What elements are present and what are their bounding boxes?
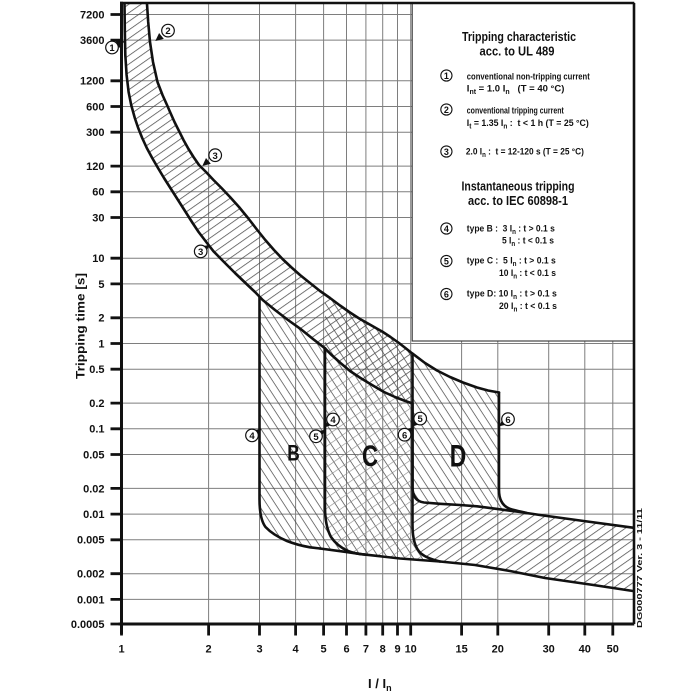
svg-text:600: 600 [86, 101, 104, 113]
svg-text:Int = 1.0 In (T = 40 °C): Int = 1.0 In (T = 40 °C) [467, 83, 565, 96]
svg-text:1: 1 [444, 71, 449, 81]
svg-text:Tripping time [s]: Tripping time [s] [74, 273, 88, 379]
svg-text:7: 7 [363, 644, 369, 656]
svg-text:0.001: 0.001 [77, 594, 105, 606]
svg-text:4: 4 [444, 224, 449, 234]
svg-text:4: 4 [330, 415, 336, 426]
svg-text:300: 300 [86, 127, 104, 139]
svg-text:5: 5 [418, 414, 424, 425]
svg-text:D: D [450, 437, 467, 473]
svg-text:30: 30 [92, 212, 104, 224]
svg-text:9: 9 [394, 644, 400, 656]
svg-text:C: C [362, 440, 378, 473]
svg-text:5: 5 [321, 644, 327, 656]
svg-text:0.002: 0.002 [77, 569, 105, 581]
svg-text:3600: 3600 [80, 35, 104, 47]
svg-text:2: 2 [165, 26, 170, 37]
svg-text:2: 2 [444, 105, 449, 115]
svg-text:B: B [287, 441, 300, 466]
svg-text:type C : 5 In : t > 0.1 s: type C : 5 In : t > 0.1 s [467, 256, 556, 269]
svg-text:7200: 7200 [80, 9, 104, 21]
svg-text:0.02: 0.02 [83, 483, 104, 495]
svg-text:3: 3 [198, 247, 203, 258]
svg-text:10 In : t < 0.1 s: 10 In : t < 0.1 s [499, 268, 556, 281]
svg-text:0.005: 0.005 [77, 535, 105, 547]
svg-text:acc. to UL 489: acc. to UL 489 [480, 44, 555, 59]
svg-text:120: 120 [86, 161, 104, 173]
svg-text:0.0005: 0.0005 [71, 619, 105, 631]
svg-text:30: 30 [543, 644, 555, 656]
svg-text:0.1: 0.1 [89, 424, 104, 436]
svg-text:2: 2 [206, 644, 212, 656]
svg-text:0.2: 0.2 [89, 398, 104, 410]
svg-text:4: 4 [249, 431, 255, 442]
svg-text:1: 1 [98, 338, 104, 350]
svg-text:0.5: 0.5 [89, 364, 104, 376]
svg-text:type B : 3 In : t > 0.1 s: type B : 3 In : t > 0.1 s [467, 223, 555, 236]
svg-text:conventional tripping current: conventional tripping current [467, 106, 565, 117]
svg-text:5: 5 [98, 279, 104, 291]
svg-text:6: 6 [444, 289, 449, 299]
svg-text:15: 15 [455, 644, 467, 656]
svg-text:10: 10 [405, 644, 417, 656]
svg-text:0.05: 0.05 [83, 449, 104, 461]
svg-text:I / In: I / In [368, 676, 392, 693]
svg-text:40: 40 [579, 644, 591, 656]
svg-text:type D: 10 In : t > 0.1 s: type D: 10 In : t > 0.1 s [467, 289, 557, 302]
svg-text:conventional non-tripping curr: conventional non-tripping current [467, 71, 591, 82]
svg-text:20 In : t < 0.1 s: 20 In : t < 0.1 s [499, 301, 557, 314]
svg-text:2.0 In : t = 12-120 s (T = 25: 2.0 In : t = 12-120 s (T = 25 °C) [466, 147, 584, 160]
svg-text:20: 20 [492, 644, 504, 656]
svg-text:5 In : t < 0.1 s: 5 In : t < 0.1 s [502, 236, 554, 249]
svg-text:3: 3 [256, 644, 262, 656]
svg-text:acc. to IEC 60898-1: acc. to IEC 60898-1 [468, 193, 568, 208]
svg-text:It = 1.35 In : t < 1 h (T = 2: It = 1.35 In : t < 1 h (T = 25 °C) [467, 118, 589, 131]
svg-text:2: 2 [98, 313, 104, 325]
svg-text:DG000777 Ver. 3 - 11/11: DG000777 Ver. 3 - 11/11 [635, 508, 644, 628]
svg-text:3: 3 [213, 151, 218, 162]
svg-text:0.01: 0.01 [83, 509, 104, 521]
svg-text:5: 5 [313, 432, 319, 443]
svg-text:6: 6 [343, 644, 349, 656]
svg-text:1: 1 [109, 43, 115, 54]
svg-text:8: 8 [380, 644, 386, 656]
svg-text:1: 1 [118, 644, 124, 656]
svg-text:1200: 1200 [80, 76, 104, 88]
svg-text:60: 60 [92, 187, 104, 199]
svg-text:10: 10 [92, 253, 104, 265]
svg-text:50: 50 [607, 644, 619, 656]
svg-text:Tripping characteristic: Tripping characteristic [462, 29, 576, 44]
svg-text:6: 6 [402, 430, 407, 441]
svg-text:3: 3 [444, 147, 449, 157]
svg-text:Instantaneous tripping: Instantaneous tripping [462, 179, 575, 194]
svg-text:6: 6 [505, 415, 510, 426]
svg-text:4: 4 [293, 644, 300, 656]
svg-text:5: 5 [444, 256, 449, 266]
